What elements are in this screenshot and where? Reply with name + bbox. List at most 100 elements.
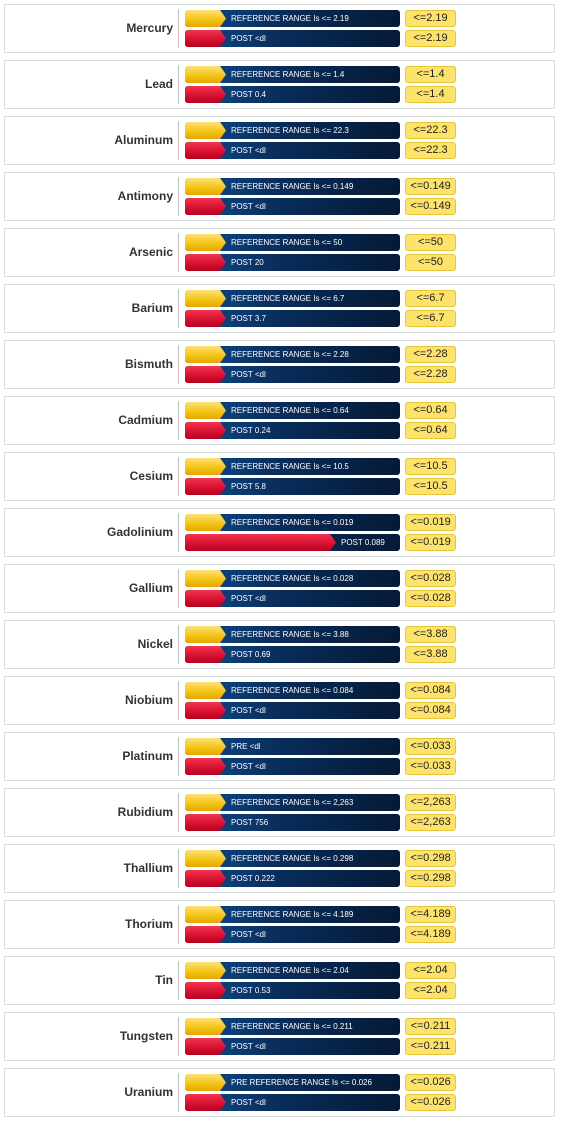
post-bar (185, 814, 226, 831)
row-divider (178, 289, 179, 328)
post-track: POST 0.69 (185, 646, 400, 663)
post-track: POST <dl (185, 1038, 400, 1055)
row-divider (178, 457, 179, 496)
reference-bar (185, 402, 226, 419)
post-limit-badge: <=0.028 (405, 590, 456, 607)
reference-bar (185, 178, 226, 195)
post-track: POST <dl (185, 758, 400, 775)
metal-name: Cesium (129, 469, 173, 483)
reference-limit-badge: <=10.5 (405, 458, 456, 475)
post-bar (185, 142, 226, 159)
metal-row: Barium REFERENCE RANGE Is <= 6.7 POST 3.7 <… (4, 284, 555, 333)
metal-name: Niobium (125, 693, 173, 707)
post-track: POST 0.089 (185, 534, 400, 551)
post-label: POST <dl (231, 34, 266, 43)
row-divider (178, 233, 179, 272)
post-track: POST <dl (185, 366, 400, 383)
post-limit-badge: <=3.88 (405, 646, 456, 663)
reference-bar (185, 626, 226, 643)
post-limit-badge: <=10.5 (405, 478, 456, 495)
post-label: POST <dl (231, 594, 266, 603)
reference-bar (185, 794, 226, 811)
reference-label: PRE <dl (231, 742, 261, 751)
reference-bar (185, 1018, 226, 1035)
post-bar (185, 422, 226, 439)
reference-limit-badge: <=0.028 (405, 570, 456, 587)
reference-bar (185, 290, 226, 307)
metal-name: Thallium (123, 861, 173, 875)
post-bar (185, 198, 226, 215)
metal-row: Platinum PRE <dl POST <dl <=0.033 <=0.033 (4, 732, 555, 781)
post-track: POST <dl (185, 590, 400, 607)
post-track: POST 5.8 (185, 478, 400, 495)
reference-label: REFERENCE RANGE Is <= 6.7 (231, 294, 345, 303)
post-limit-badge: <=50 (405, 254, 456, 271)
metal-row: Cesium REFERENCE RANGE Is <= 10.5 POST 5.8… (4, 452, 555, 501)
metal-row: Nickel REFERENCE RANGE Is <= 3.88 POST 0.6… (4, 620, 555, 669)
post-label: POST <dl (231, 370, 266, 379)
reference-bar (185, 962, 226, 979)
metal-row: Bismuth REFERENCE RANGE Is <= 2.28 POST <d… (4, 340, 555, 389)
metal-row: Antimony REFERENCE RANGE Is <= 0.149 POST … (4, 172, 555, 221)
metal-row: Cadmium REFERENCE RANGE Is <= 0.64 POST 0.… (4, 396, 555, 445)
post-label: POST 0.24 (231, 426, 271, 435)
metal-name: Barium (131, 301, 173, 315)
post-track: POST 0.24 (185, 422, 400, 439)
reference-bar (185, 738, 226, 755)
metal-name: Tin (155, 973, 173, 987)
reference-track: REFERENCE RANGE Is <= 22.3 (185, 122, 400, 139)
metal-row: Tungsten REFERENCE RANGE Is <= 0.211 POST … (4, 1012, 555, 1061)
row-divider (178, 1073, 179, 1112)
post-limit-badge: <=1.4 (405, 86, 456, 103)
reference-limit-badge: <=0.019 (405, 514, 456, 531)
post-label: POST 0.4 (231, 90, 266, 99)
post-bar (185, 310, 226, 327)
post-limit-badge: <=0.149 (405, 198, 456, 215)
post-limit-badge: <=22.3 (405, 142, 456, 159)
reference-label: REFERENCE RANGE Is <= 50 (231, 238, 343, 247)
reference-bar (185, 570, 226, 587)
reference-track: PRE <dl (185, 738, 400, 755)
metal-row: Lead REFERENCE RANGE Is <= 1.4 POST 0.4 <=1… (4, 60, 555, 109)
reference-limit-badge: <=22.3 (405, 122, 456, 139)
row-divider (178, 793, 179, 832)
post-limit-badge: <=0.211 (405, 1038, 456, 1055)
metal-name: Cadmium (118, 413, 173, 427)
reference-label: REFERENCE RANGE Is <= 0.149 (231, 182, 354, 191)
row-divider (178, 737, 179, 776)
post-label: POST 20 (231, 258, 264, 267)
metal-name: Uranium (124, 1085, 173, 1099)
post-bar (185, 870, 226, 887)
reference-label: REFERENCE RANGE Is <= 2.28 (231, 350, 349, 359)
reference-label: REFERENCE RANGE Is <= 1.4 (231, 70, 345, 79)
reference-bar (185, 122, 226, 139)
metal-row: Thallium REFERENCE RANGE Is <= 0.298 POST … (4, 844, 555, 893)
post-label: POST 756 (231, 818, 269, 827)
post-track: POST 3.7 (185, 310, 400, 327)
reference-track: REFERENCE RANGE Is <= 0.298 (185, 850, 400, 867)
post-limit-badge: <=2.19 (405, 30, 456, 47)
reference-label: PRE REFERENCE RANGE Is <= 0.026 (231, 1078, 372, 1087)
post-track: POST 0.53 (185, 982, 400, 999)
post-limit-badge: <=6.7 (405, 310, 456, 327)
reference-track: REFERENCE RANGE Is <= 0.149 (185, 178, 400, 195)
reference-label: REFERENCE RANGE Is <= 0.084 (231, 686, 354, 695)
post-track: POST <dl (185, 30, 400, 47)
post-bar (185, 590, 226, 607)
post-label: POST 5.8 (231, 482, 266, 491)
reference-track: REFERENCE RANGE Is <= 2.28 (185, 346, 400, 363)
reference-label: REFERENCE RANGE Is <= 0.028 (231, 574, 354, 583)
metal-name: Nickel (137, 637, 173, 651)
post-label: POST 0.53 (231, 986, 271, 995)
row-divider (178, 681, 179, 720)
reference-label: REFERENCE RANGE Is <= 2.19 (231, 14, 349, 23)
post-limit-badge: <=0.019 (405, 534, 456, 551)
metal-name: Arsenic (128, 245, 173, 259)
reference-label: REFERENCE RANGE Is <= 0.298 (231, 854, 354, 863)
reference-label: REFERENCE RANGE Is <= 0.211 (231, 1022, 353, 1031)
post-bar (185, 30, 226, 47)
metal-name: Antimony (117, 189, 173, 203)
post-label: POST <dl (231, 1098, 266, 1107)
reference-label: REFERENCE RANGE Is <= 3.88 (231, 630, 349, 639)
metal-name: Rubidium (117, 805, 173, 819)
